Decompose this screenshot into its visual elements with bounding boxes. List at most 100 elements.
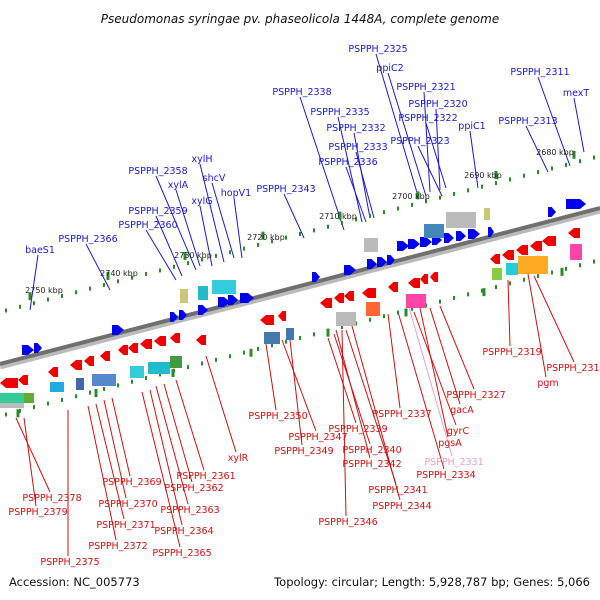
leader-line [175, 189, 201, 267]
major-tick [572, 150, 576, 159]
gene-label-pspph-2344: PSPPH_2344 [372, 501, 431, 512]
forward-gene-arrow [22, 345, 34, 355]
gene-label-pgsa: pgsA [438, 438, 462, 449]
tick-mark [537, 274, 539, 279]
reverse-gene-arrow [0, 378, 18, 388]
forward-gene-arrow [377, 257, 387, 267]
leader-line [387, 72, 427, 197]
gene-label-pspph-2347: PSPPH_2347 [288, 432, 347, 443]
reverse-gene-arrow [260, 315, 274, 325]
leader-line [537, 76, 571, 167]
feature-block [24, 393, 34, 403]
tick-mark [159, 372, 161, 377]
reverse-gene-arrow [70, 360, 82, 370]
axis-line [0, 206, 600, 366]
reverse-gene-arrow [430, 272, 438, 282]
leader-line [375, 53, 419, 197]
tick-mark [411, 306, 413, 311]
major-tick [28, 292, 32, 301]
tick-mark [131, 379, 133, 384]
feature-block [212, 280, 236, 294]
major-tick [404, 308, 408, 317]
leader-line [15, 417, 51, 493]
reverse-gene-arrow [48, 367, 58, 377]
tick-mark [299, 232, 301, 236]
leader-line [573, 97, 585, 153]
tick-mark [425, 199, 427, 204]
tick-mark [131, 275, 133, 280]
gene-label-pspph-2339: PSPPH_2339 [328, 424, 387, 435]
feature-block [406, 294, 426, 308]
tick-mark [215, 253, 217, 258]
reverse-gene-arrow [196, 335, 206, 345]
major-tick [249, 348, 253, 357]
leader-line [175, 379, 205, 471]
reverse-gene-arrow [140, 339, 152, 349]
tick-mark [467, 188, 469, 193]
gene-label-pspph-2333: PSPPH_2333 [328, 142, 387, 153]
tick-mark [369, 317, 371, 322]
gene-label-pspph-2369: PSPPH_2369 [102, 477, 161, 488]
tick-mark [19, 304, 21, 309]
forward-gene-arrow [228, 295, 238, 305]
tick-mark [467, 292, 469, 297]
leader-line [345, 166, 367, 223]
forward-gene-arrow [444, 233, 454, 243]
tick-mark [579, 263, 581, 268]
map-title: Pseudomonas syringae pv. phaseolicola 14… [101, 12, 499, 26]
leader-line [439, 305, 475, 390]
leader-line [525, 125, 549, 173]
gene-label-pspph-2361: PSPPH_2361 [176, 471, 235, 482]
leader-line [413, 311, 457, 426]
gene-label-pspph-2335: PSPPH_2335 [310, 107, 369, 118]
major-tick [338, 211, 342, 220]
feature-block [76, 378, 84, 390]
tick-mark [229, 250, 231, 255]
gene-label-pspph-2372: PSPPH_2372 [88, 541, 147, 552]
tick-mark [229, 354, 231, 359]
tick-mark [439, 195, 441, 200]
leader-line [111, 397, 131, 477]
tick-mark [159, 268, 161, 273]
tick-mark [103, 282, 105, 287]
leader-line [155, 215, 183, 277]
gene-label-pspph-2371: PSPPH_2371 [96, 520, 155, 531]
reverse-gene-arrow [502, 250, 514, 260]
tick-mark [481, 184, 483, 189]
gene-label-pspph-2336: PSPPH_2336 [318, 157, 377, 168]
tick-mark [257, 242, 259, 247]
forward-gene-arrow [170, 312, 178, 322]
tick-mark [215, 357, 217, 362]
tick-mark [523, 277, 525, 282]
gene-label-pspph-2342: PSPPH_2342 [342, 459, 401, 470]
forward-gene-arrow [344, 265, 356, 275]
leader-line [199, 163, 225, 263]
forward-gene-arrow [198, 305, 208, 315]
tick-mark [187, 365, 189, 370]
tick-mark [593, 259, 595, 264]
gene-label-pspph-2350: PSPPH_2350 [248, 411, 307, 422]
reverse-gene-arrow [128, 343, 138, 353]
feature-block [198, 286, 208, 300]
feature-block [0, 403, 24, 408]
gene-label-pspph-2360: PSPPH_2360 [118, 220, 177, 231]
tick-mark [551, 270, 553, 275]
reverse-gene-arrow [542, 236, 556, 246]
gene-label-hopv1: hopV1 [221, 188, 251, 199]
scale-label: 2730 kbp [174, 251, 212, 260]
leader-line [335, 329, 371, 459]
reverse-gene-arrow [516, 245, 528, 255]
tick-mark [327, 224, 329, 229]
tick-mark [341, 325, 343, 330]
leader-line [85, 243, 111, 291]
tick-mark [271, 239, 273, 244]
major-tick [326, 328, 330, 337]
feature-block [484, 208, 490, 220]
tick-mark [509, 177, 511, 182]
feature-block [50, 382, 64, 392]
tick-mark [89, 286, 91, 291]
tick-mark [439, 299, 441, 304]
tick-mark [369, 213, 371, 218]
tick-mark [565, 266, 567, 271]
gene-label-xyla: xylA [168, 180, 189, 191]
